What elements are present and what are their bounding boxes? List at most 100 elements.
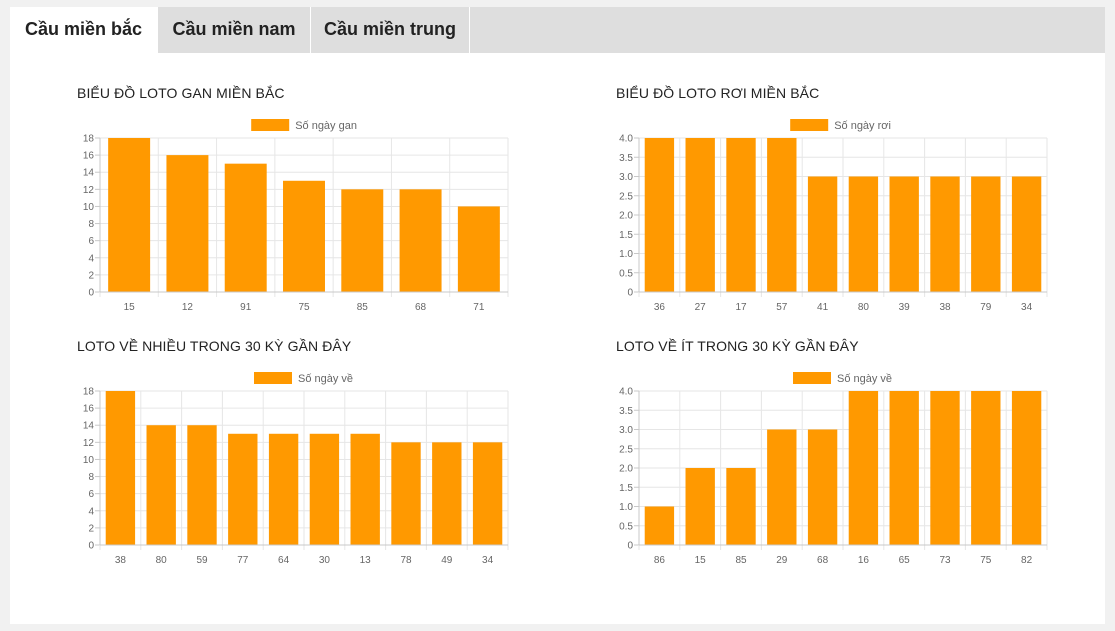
x-tick-label: 73	[939, 555, 951, 566]
region-tab-bar: Cầu miền bắc Cầu miền nam Cầu miền trung	[10, 7, 1105, 53]
bar-15	[108, 138, 151, 292]
bar-34	[472, 442, 503, 545]
x-tick-label: 41	[817, 302, 829, 313]
x-tick-label: 29	[776, 555, 788, 566]
bar-27	[685, 138, 715, 292]
bar-12	[166, 155, 209, 292]
x-tick-label: 68	[415, 302, 427, 313]
bar-73	[930, 391, 960, 545]
y-tick-label: 4.0	[619, 134, 633, 145]
legend-swatch	[790, 119, 829, 131]
y-tick-label: 3.0	[619, 425, 633, 436]
bar-68	[399, 189, 442, 292]
x-tick-label: 80	[858, 302, 870, 313]
y-tick-label: 10	[83, 455, 95, 466]
x-tick-label: 86	[654, 555, 666, 566]
tab-central[interactable]: Cầu miền trung	[311, 7, 470, 53]
x-tick-label: 57	[776, 302, 788, 313]
chart-loto-roi: Số ngày rơi 0 0.5 1.0 1.5 2.0 2.5 3.0 3.5 4.0 36 27…	[619, 119, 1048, 313]
y-tick-label: 8	[88, 219, 94, 230]
y-tick-label: 1.0	[619, 249, 633, 260]
x-tick-label: 12	[182, 302, 194, 313]
bar-85	[726, 468, 756, 545]
chart-loto-ve-it: Số ngày về 0 0.5 1.0 1.5 2.0 2.5 3.0 3.5 4.0 86 15 8…	[619, 372, 1048, 566]
x-tick-label: 64	[278, 555, 290, 566]
y-tick-label: 1.5	[619, 230, 633, 241]
x-tick-label: 78	[400, 555, 412, 566]
chart-title-loto-ve-nhieu: LOTO VỀ NHIỀU TRONG 30 KỲ GẦN ĐÂY	[77, 338, 352, 354]
bar-75	[971, 391, 1001, 545]
x-tick-label: 38	[939, 302, 951, 313]
y-tick-label: 2.0	[619, 211, 633, 222]
legend-swatch	[251, 119, 290, 131]
bar-79	[971, 176, 1001, 292]
tab-north[interactable]: Cầu miền bắc	[10, 7, 158, 53]
y-tick-label: 4	[88, 253, 94, 264]
x-tick-label: 68	[817, 555, 829, 566]
x-tick-label: 15	[695, 555, 707, 566]
bar-80	[146, 425, 176, 545]
x-tick-label: 75	[980, 555, 992, 566]
y-tick-label: 0	[88, 541, 94, 552]
y-tick-label: 0	[627, 541, 633, 552]
x-tick-label: 39	[899, 302, 911, 313]
bar-34	[1011, 176, 1042, 292]
legend-swatch	[793, 372, 831, 384]
bar-30	[309, 433, 340, 545]
x-tick-label: 49	[441, 555, 453, 566]
x-tick-label: 75	[298, 302, 310, 313]
x-tick-label: 71	[473, 302, 485, 313]
y-tick-label: 12	[83, 438, 95, 449]
bar-38	[105, 391, 136, 545]
y-tick-label: 14	[83, 421, 95, 432]
x-tick-label: 30	[319, 555, 331, 566]
legend-label: Số ngày về	[837, 373, 892, 385]
y-tick-label: 4	[88, 506, 94, 517]
x-tick-label: 15	[124, 302, 136, 313]
y-tick-label: 1.0	[619, 502, 633, 513]
chart-title-loto-gan: BIỂU ĐỒ LOTO GAN MIỀN BẮC	[77, 85, 285, 101]
legend-label: Số ngày gan	[295, 120, 357, 132]
y-tick-label: 3.5	[619, 153, 633, 164]
bar-17	[726, 138, 756, 292]
chart-title-loto-roi: BIỂU ĐỒ LOTO RƠI MIỀN BẮC	[616, 85, 820, 101]
y-tick-label: 0	[627, 288, 633, 299]
y-tick-label: 4.0	[619, 387, 633, 398]
y-tick-label: 1.5	[619, 483, 633, 494]
y-tick-label: 0.5	[619, 521, 633, 532]
bar-39	[889, 176, 919, 292]
tab-south[interactable]: Cầu miền nam	[158, 7, 311, 53]
bar-41	[807, 176, 838, 292]
x-tick-label: 34	[482, 555, 494, 566]
y-tick-label: 12	[83, 185, 95, 196]
x-tick-label: 77	[237, 555, 249, 566]
bar-13	[350, 433, 380, 545]
y-tick-label: 18	[83, 387, 95, 398]
bar-68	[807, 429, 838, 545]
y-tick-label: 8	[88, 472, 94, 483]
y-tick-label: 2	[88, 523, 94, 534]
y-tick-label: 3.0	[619, 172, 633, 183]
legend-swatch	[254, 372, 292, 384]
content-panel: Cầu miền bắc Cầu miền nam Cầu miền trung…	[10, 7, 1105, 624]
x-tick-label: 65	[899, 555, 911, 566]
bar-36	[644, 138, 675, 292]
y-tick-label: 18	[83, 134, 95, 145]
y-tick-label: 14	[83, 168, 95, 179]
y-tick-label: 6	[88, 489, 94, 500]
y-tick-label: 0	[88, 288, 94, 299]
y-tick-label: 0.5	[619, 268, 633, 279]
x-tick-label: 85	[357, 302, 369, 313]
x-tick-label: 27	[695, 302, 707, 313]
bar-38	[930, 176, 960, 292]
x-tick-label: 82	[1021, 555, 1033, 566]
bar-86	[644, 506, 675, 545]
bar-65	[889, 391, 919, 545]
x-tick-label: 34	[1021, 302, 1033, 313]
bar-82	[1011, 391, 1042, 545]
x-tick-label: 91	[240, 302, 252, 313]
bar-85	[341, 189, 384, 292]
bar-49	[432, 442, 462, 545]
x-tick-label: 85	[735, 555, 747, 566]
